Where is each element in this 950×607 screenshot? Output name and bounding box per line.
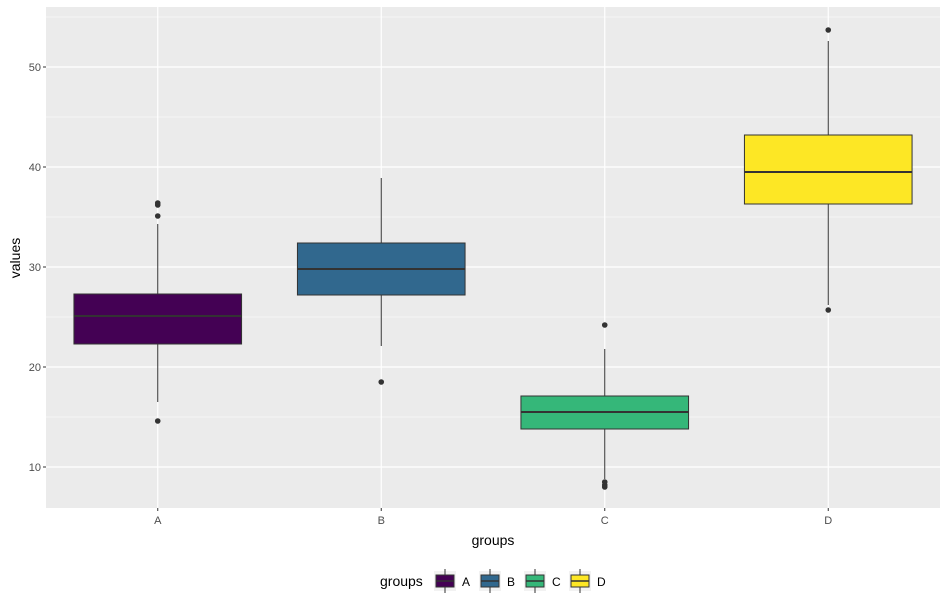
legend-label: B [507, 575, 515, 589]
outlier-point [825, 307, 832, 313]
legend-label: D [597, 575, 606, 589]
x-tick-label: C [601, 515, 609, 527]
outlier-point [378, 379, 385, 385]
legend-title: groups [380, 573, 423, 589]
x-tick-label: B [378, 515, 385, 527]
y-axis-title: values [7, 238, 23, 278]
plot-panel [46, 7, 940, 508]
x-axis-title: groups [472, 532, 515, 548]
outlier-point [601, 322, 608, 328]
legend-label: C [552, 575, 561, 589]
x-tick-label: D [824, 515, 832, 527]
outlier-point [825, 27, 832, 33]
y-tick-label: 40 [29, 162, 41, 174]
legend: groups A B C D [380, 569, 606, 593]
x-tick-label: A [154, 515, 162, 527]
box-A [73, 293, 243, 345]
legend-label: A [462, 575, 470, 589]
y-tick-label: 30 [29, 262, 41, 274]
outlier-point [154, 200, 161, 206]
y-tick-label: 10 [29, 462, 41, 474]
outlier-point [154, 418, 161, 424]
box-D [743, 134, 913, 205]
outlier-point [601, 479, 608, 485]
outlier-point [154, 213, 161, 219]
y-tick-label: 20 [29, 362, 41, 374]
y-tick-label: 50 [29, 62, 41, 74]
